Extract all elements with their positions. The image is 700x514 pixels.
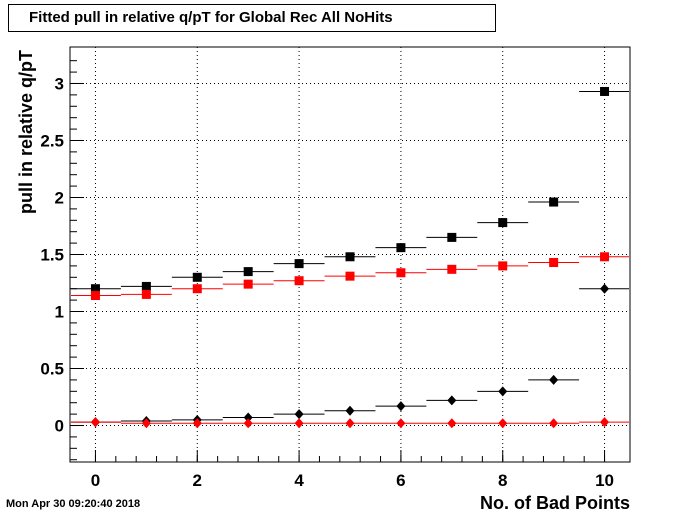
data-point (498, 218, 508, 228)
data-point (141, 418, 151, 429)
data-point (498, 386, 508, 397)
data-point (294, 276, 304, 286)
series-2 (71, 283, 629, 428)
data-point (447, 395, 457, 406)
data-point (396, 401, 406, 412)
data-point (600, 86, 610, 96)
axes: 0 2 4 6 8 10 0 0.5 1 1.5 2 2.5 3 (40, 60, 614, 490)
data-point (600, 252, 610, 262)
x-axis-title: No. of Bad Points (480, 493, 630, 513)
data-point (447, 418, 457, 429)
data-point (141, 281, 151, 291)
data-point (141, 289, 151, 299)
data-point (549, 257, 559, 267)
data-marks (71, 86, 629, 429)
data-point (345, 418, 355, 429)
data-point (447, 264, 457, 274)
data-point (600, 283, 610, 294)
data-point (192, 272, 202, 282)
y-tick-label: 1 (55, 303, 64, 322)
data-point (345, 271, 355, 281)
data-point (345, 252, 355, 262)
data-point (90, 417, 100, 428)
data-point (447, 232, 457, 242)
series-3 (71, 417, 629, 429)
data-point (90, 291, 100, 301)
data-point (243, 418, 253, 429)
data-point (498, 418, 508, 429)
y-tick-label: 1.5 (40, 246, 64, 265)
data-point (345, 405, 355, 416)
data-point (243, 267, 253, 277)
x-tick-label: 6 (396, 471, 405, 490)
series-0 (71, 86, 629, 294)
data-point (549, 197, 559, 207)
data-point (90, 284, 100, 294)
data-point (396, 418, 406, 429)
data-point (192, 418, 202, 429)
data-point (294, 418, 304, 429)
data-point (549, 374, 559, 385)
y-axis-title: pull in relative q/pT (16, 50, 36, 214)
x-tick-label: 0 (91, 471, 100, 490)
series-1 (71, 252, 629, 301)
data-point (294, 409, 304, 420)
data-point (549, 418, 559, 429)
data-point (498, 261, 508, 271)
x-tick-label: 2 (193, 471, 202, 490)
x-tick-label: 4 (294, 471, 304, 490)
timestamp: Mon Apr 30 09:20:40 2018 (6, 498, 141, 510)
y-tick-label: 0 (55, 417, 64, 436)
y-tick-label: 3 (55, 74, 64, 93)
data-point (600, 417, 610, 428)
x-tick-label: 8 (498, 471, 507, 490)
data-point (192, 284, 202, 294)
y-tick-label: 0.5 (40, 360, 64, 379)
y-tick-label: 2.5 (40, 131, 64, 150)
y-tick-label: 2 (55, 188, 64, 207)
x-tick-label: 10 (595, 471, 614, 490)
data-point (294, 259, 304, 269)
data-point (396, 268, 406, 278)
chart-title: Fitted pull in relative q/pT for Global … (8, 4, 496, 32)
data-point (243, 412, 253, 423)
data-point (396, 243, 406, 253)
data-point (243, 279, 253, 289)
